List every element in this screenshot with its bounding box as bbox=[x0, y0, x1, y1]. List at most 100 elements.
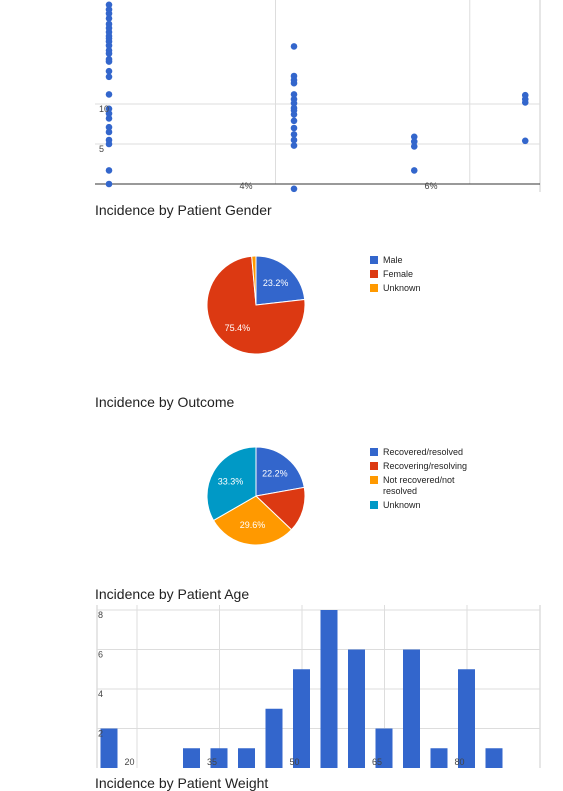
age-chart-title: Incidence by Patient Age bbox=[95, 586, 250, 602]
scatter-point bbox=[105, 180, 113, 188]
legend-item: Female bbox=[370, 269, 421, 280]
legend-swatch bbox=[370, 448, 378, 456]
scatter-point bbox=[290, 104, 298, 112]
age-bar bbox=[430, 748, 448, 768]
bar-y-tick-label: 4 bbox=[98, 689, 103, 699]
age-bar bbox=[265, 708, 283, 768]
scatter-point bbox=[105, 167, 113, 174]
outcome-legend: Recovered/resolved Recovering/resolving No… bbox=[370, 447, 478, 514]
pie-slice bbox=[255, 255, 306, 306]
bar-x-tick-label: 50 bbox=[289, 757, 299, 767]
legend-swatch bbox=[370, 284, 378, 292]
legend-label: Not recovered/not resolved bbox=[383, 475, 455, 496]
scatter-chart: 5 10 4% 6% bbox=[95, 0, 541, 193]
bar-x-tick-label: 80 bbox=[454, 757, 464, 767]
scatter-point bbox=[290, 91, 298, 98]
pie-slice-label: 75.4% bbox=[225, 323, 251, 333]
legend-swatch bbox=[370, 270, 378, 278]
legend-label: Unknown bbox=[383, 283, 421, 293]
legend-label: Male bbox=[383, 255, 403, 265]
pie-slice-label: 22.2% bbox=[262, 468, 288, 478]
scatter-point bbox=[105, 110, 113, 117]
scatter-x-tick-label: 6% bbox=[424, 181, 437, 191]
scatter-point bbox=[290, 95, 298, 103]
age-bar bbox=[100, 728, 118, 768]
scatter-point bbox=[290, 43, 298, 50]
legend-swatch bbox=[370, 462, 378, 470]
scatter-point bbox=[105, 6, 113, 13]
scatter-point bbox=[105, 128, 113, 136]
bar-y-tick-label: 8 bbox=[98, 610, 103, 620]
scatter-point bbox=[290, 131, 298, 138]
gender-pie-chart: 23.2% 75.4% bbox=[206, 255, 306, 355]
scatter-point bbox=[105, 136, 113, 144]
age-bar bbox=[348, 649, 365, 768]
scatter-point bbox=[410, 143, 418, 150]
bar-x-tick-label: 65 bbox=[372, 757, 382, 767]
bar-x-tick-label: 20 bbox=[124, 757, 134, 767]
scatter-point bbox=[105, 105, 113, 113]
scatter-point bbox=[105, 20, 113, 28]
scatter-point bbox=[290, 124, 298, 132]
scatter-point bbox=[105, 73, 113, 81]
legend-item: Male bbox=[370, 255, 421, 266]
outcome-pie-chart: 22.2% 29.6% 33.3% bbox=[206, 446, 306, 546]
age-bar-chart: 2 4 6 8 20 35 50 65 80 bbox=[96, 605, 541, 768]
scatter-point bbox=[105, 67, 113, 75]
legend-item: Unknown bbox=[370, 283, 421, 294]
pie-slice bbox=[255, 446, 305, 497]
scatter-point bbox=[105, 1, 113, 9]
pie-slice-label: 29.6% bbox=[240, 520, 266, 530]
legend-label: Recovering/resolving bbox=[383, 461, 468, 471]
legend-label: Recovered/resolved bbox=[383, 447, 464, 457]
legend-label: Female bbox=[383, 269, 414, 279]
scatter-point bbox=[290, 185, 298, 193]
scatter-point bbox=[410, 133, 418, 141]
legend-item: Unknown bbox=[370, 500, 478, 511]
age-bar bbox=[403, 649, 420, 768]
legend-swatch bbox=[370, 476, 378, 484]
legend-swatch bbox=[370, 501, 378, 509]
pie-slice bbox=[206, 255, 306, 355]
pie-slice bbox=[206, 446, 257, 522]
scatter-point bbox=[105, 15, 113, 22]
scatter-point bbox=[410, 138, 418, 145]
age-bar bbox=[375, 728, 393, 768]
bar-y-tick-label: 2 bbox=[98, 729, 103, 739]
pie-slice bbox=[251, 255, 257, 306]
scatter-y-tick-label: 5 bbox=[99, 144, 104, 154]
age-bar bbox=[320, 610, 338, 768]
scatter-point bbox=[290, 72, 298, 80]
age-bar bbox=[485, 748, 503, 768]
outcome-chart-title: Incidence by Outcome bbox=[95, 394, 235, 410]
age-bar bbox=[238, 748, 255, 768]
age-bar bbox=[210, 748, 228, 768]
scatter-point bbox=[521, 91, 529, 99]
scatter-point bbox=[521, 137, 529, 145]
scatter-point bbox=[290, 142, 298, 149]
scatter-point bbox=[290, 136, 298, 144]
weight-chart-title: Incidence by Patient Weight bbox=[95, 775, 269, 791]
scatter-point bbox=[105, 91, 113, 98]
age-bar bbox=[183, 748, 200, 768]
legend-item: Recovering/resolving bbox=[370, 461, 478, 472]
scatter-point bbox=[410, 167, 418, 174]
legend-item: Not recovered/not resolved bbox=[370, 475, 478, 497]
scatter-point bbox=[105, 115, 113, 122]
gender-chart-title: Incidence by Patient Gender bbox=[95, 202, 272, 218]
legend-item: Recovered/resolved bbox=[370, 447, 478, 458]
legend-label: Unknown bbox=[383, 500, 421, 510]
scatter-point bbox=[290, 117, 298, 125]
scatter-x-tick-label: 4% bbox=[239, 181, 252, 191]
legend-swatch bbox=[370, 256, 378, 264]
scatter-point bbox=[105, 123, 113, 131]
bar-y-tick-label: 6 bbox=[98, 650, 103, 660]
pie-slice-label: 33.3% bbox=[218, 476, 244, 486]
bar-x-tick-label: 35 bbox=[207, 757, 217, 767]
pie-slice-label: 23.2% bbox=[263, 278, 289, 288]
age-bar bbox=[293, 669, 310, 768]
scatter-point bbox=[105, 55, 113, 63]
age-bar bbox=[458, 669, 475, 768]
pie-slice bbox=[212, 495, 293, 546]
gender-legend: Male Female Unknown bbox=[370, 255, 421, 297]
